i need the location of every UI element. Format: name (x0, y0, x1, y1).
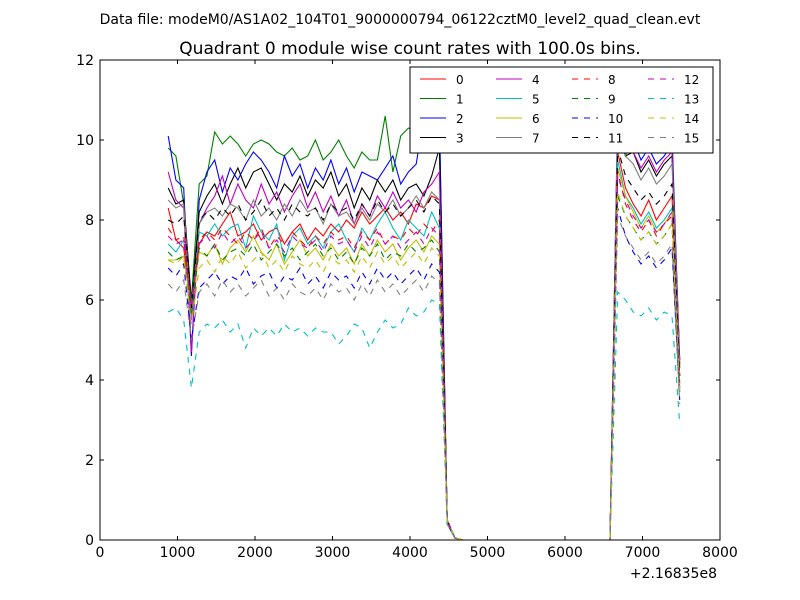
series-line-7 (167, 119, 681, 540)
axis-ticks: 0 1000 2000 3000 4000 5000 6000 7000 80000246810… (76, 53, 738, 561)
legend-label-13: 13 (684, 93, 699, 107)
x-tick-label: 6000 (547, 545, 583, 561)
x-offset-label: +2.16835e8 (630, 566, 717, 582)
legend-label-7: 7 (532, 132, 540, 146)
y-tick-label: 2 (85, 453, 94, 469)
legend-label-8: 8 (608, 73, 616, 87)
legend-label-12: 12 (684, 73, 699, 87)
legend-label-14: 14 (684, 112, 699, 126)
series-line-11 (167, 147, 681, 540)
legend-label-15: 15 (684, 132, 699, 146)
y-tick-label: 12 (76, 53, 94, 69)
y-tick-label: 0 (85, 533, 94, 549)
legend-label-10: 10 (608, 112, 623, 126)
legend-label-11: 11 (608, 132, 623, 146)
legend-label-3: 3 (456, 132, 464, 146)
legend-label-9: 9 (608, 93, 616, 107)
x-tick-label: 0 (96, 545, 105, 561)
series-line-13 (167, 290, 681, 540)
series-line-6 (168, 167, 681, 540)
series-line-10 (167, 207, 681, 540)
series-layer (167, 107, 681, 540)
x-tick-label: 3000 (315, 545, 351, 561)
legend-label-2: 2 (456, 112, 464, 126)
legend-label-6: 6 (532, 112, 540, 126)
chart-suptitle: Data file: modeM0/AS1A02_104T01_90000007… (100, 12, 701, 28)
series-line-8 (167, 171, 681, 540)
y-tick-label: 8 (85, 213, 94, 229)
legend-label-4: 4 (532, 73, 540, 87)
y-tick-label: 6 (85, 293, 94, 309)
series-line-14 (167, 191, 681, 540)
legend-label-1: 1 (456, 93, 464, 107)
y-tick-label: 10 (76, 133, 94, 149)
x-tick-label: 7000 (625, 545, 661, 561)
x-tick-label: 1000 (160, 545, 196, 561)
series-line-15 (167, 215, 681, 540)
x-tick-label: 2000 (237, 545, 273, 561)
series-line-4 (167, 119, 681, 540)
legend-box (409, 66, 714, 154)
legend-label-0: 0 (456, 73, 464, 87)
series-line-9 (167, 195, 681, 540)
x-tick-label: 5000 (470, 545, 506, 561)
series-line-5 (167, 159, 681, 540)
x-tick-label: 8000 (702, 545, 738, 561)
y-tick-label: 4 (85, 373, 94, 389)
x-tick-label: 4000 (392, 545, 428, 561)
series-line-3 (167, 131, 681, 540)
legend-label-5: 5 (532, 93, 540, 107)
chart-title: Quadrant 0 module wise count rates with … (179, 39, 640, 59)
